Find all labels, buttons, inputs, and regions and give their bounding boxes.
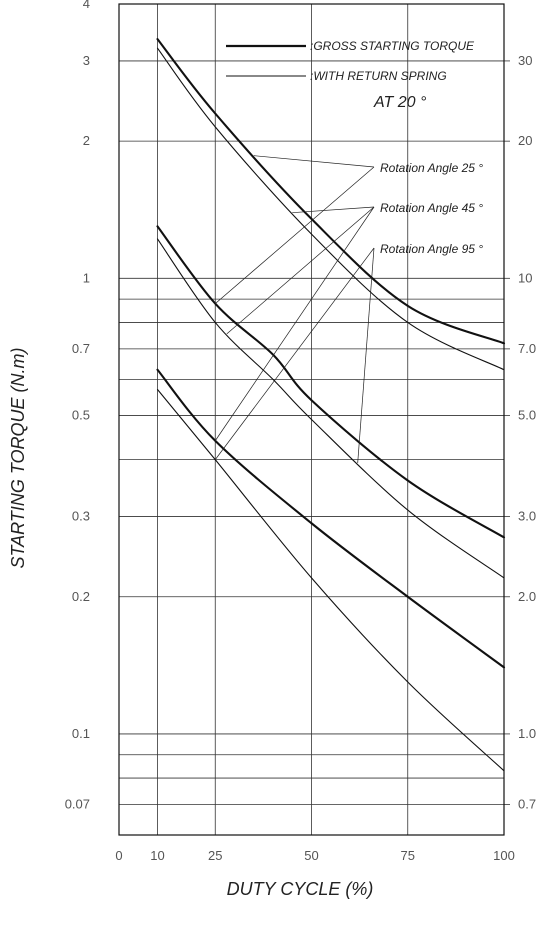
plot-frame [118, 3, 505, 836]
y-tick-label-left: 0.2 [72, 589, 90, 604]
y-tick-label-right: 5.0 [518, 407, 536, 422]
series-line-gross-25 [156, 38, 506, 345]
leader-line [357, 247, 375, 463]
x-tick-label: 10 [150, 848, 164, 863]
leader-line [214, 206, 375, 441]
y-tick-label-left: 2 [83, 133, 90, 148]
y-axis-title: STARTING TORQUE (N.m) [8, 347, 28, 568]
annotation-angle-95: Rotation Angle 95 ° [380, 242, 483, 256]
x-tick-label: 25 [208, 848, 222, 863]
leader-line [215, 166, 375, 304]
annotation-angle-45: Rotation Angle 45 ° [380, 201, 483, 215]
y-tick-label-left: 0.07 [65, 796, 90, 811]
y-tick-label-left: 3 [83, 53, 90, 68]
y-tick-label-right: 10 [518, 270, 532, 285]
legend-spring-label: :WITH RETURN SPRING [310, 69, 447, 83]
leader-line [253, 155, 375, 168]
y-tick-label-right: 3.0 [518, 509, 536, 524]
series-line-gross-45 [156, 225, 506, 539]
grid [119, 4, 504, 836]
x-axis-title: DUTY CYCLE (%) [227, 879, 374, 899]
annotation-angle-25: Rotation Angle 25 ° [380, 161, 483, 175]
y-tick-label-right: 0.7 [518, 796, 536, 811]
y-tick-label-left: 0.7 [72, 341, 90, 356]
y-tick-label-right: 20 [518, 133, 532, 148]
y-tick-label-left: 0.3 [72, 509, 90, 524]
y-tick-label-right: 7.0 [518, 341, 536, 356]
x-tick-label: 100 [493, 848, 515, 863]
annotations: Rotation Angle 25 ° Rotation Angle 45 ° … [380, 161, 483, 256]
series-line-spring-95 [156, 388, 505, 772]
y-tick-label-right: 2.0 [518, 589, 536, 604]
legend-temperature: AT 20 ° [373, 94, 427, 111]
x-tick-label: 0 [115, 848, 122, 863]
tick-labels: 0 10 25 50 75 100 4 3 2 1 0.7 0.5 0.3 0.2 0.1 0.07 30 20 1… [65, 0, 536, 863]
x-tick-label: 75 [401, 848, 415, 863]
legend-gross-label: :GROSS STARTING TORQUE [310, 39, 475, 53]
y-tick-label-left: 4 [83, 0, 90, 11]
leader-lines [214, 155, 375, 463]
y-tick-label-right: 30 [518, 53, 532, 68]
y-tick-label-left: 0.1 [72, 726, 90, 741]
leader-line [292, 206, 375, 214]
series-line-spring-45 [156, 238, 505, 579]
y-tick-label-left: 0.5 [72, 407, 90, 422]
leader-line [214, 247, 375, 460]
y-tick-label-right: 1.0 [518, 726, 536, 741]
leader-line [226, 206, 375, 335]
x-tick-label: 50 [304, 848, 318, 863]
series-line-gross-95 [156, 368, 506, 669]
series-line-spring-25 [156, 47, 505, 371]
legend: :GROSS STARTING TORQUE :WITH RETURN SPRI… [226, 39, 475, 111]
series-group [156, 38, 506, 772]
y-tick-label-left: 1 [83, 270, 90, 285]
